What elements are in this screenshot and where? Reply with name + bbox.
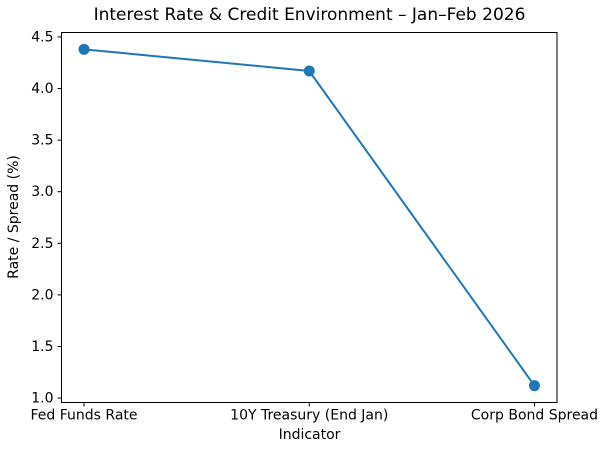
data-line — [83, 48, 536, 387]
axes-spines — [61, 32, 558, 403]
y-tick-label: 1.0 — [31, 391, 53, 407]
chart-title: Interest Rate & Credit Environment – Jan… — [93, 5, 526, 25]
y-tick-label: 3.5 — [31, 133, 53, 149]
y-tick-label: 2.5 — [31, 236, 53, 252]
y-tick-label: 2.0 — [31, 287, 53, 303]
data-point — [78, 43, 90, 55]
y-tick-label: 4.0 — [31, 81, 53, 97]
y-tick-label: 3.0 — [31, 184, 53, 200]
x-tick-label: Corp Bond Spread — [471, 408, 598, 424]
data-point — [528, 380, 540, 392]
y-tick-label: 4.5 — [31, 29, 53, 45]
y-tick-label: 1.5 — [31, 339, 53, 355]
x-tick-label: 10Y Treasury (End Jan) — [230, 408, 388, 424]
x-axis-label: Indicator — [278, 427, 341, 443]
x-tick-label: Fed Funds Rate — [31, 408, 138, 424]
data-point — [303, 65, 315, 77]
y-axis-label: Rate / Spread (%) — [6, 155, 22, 279]
